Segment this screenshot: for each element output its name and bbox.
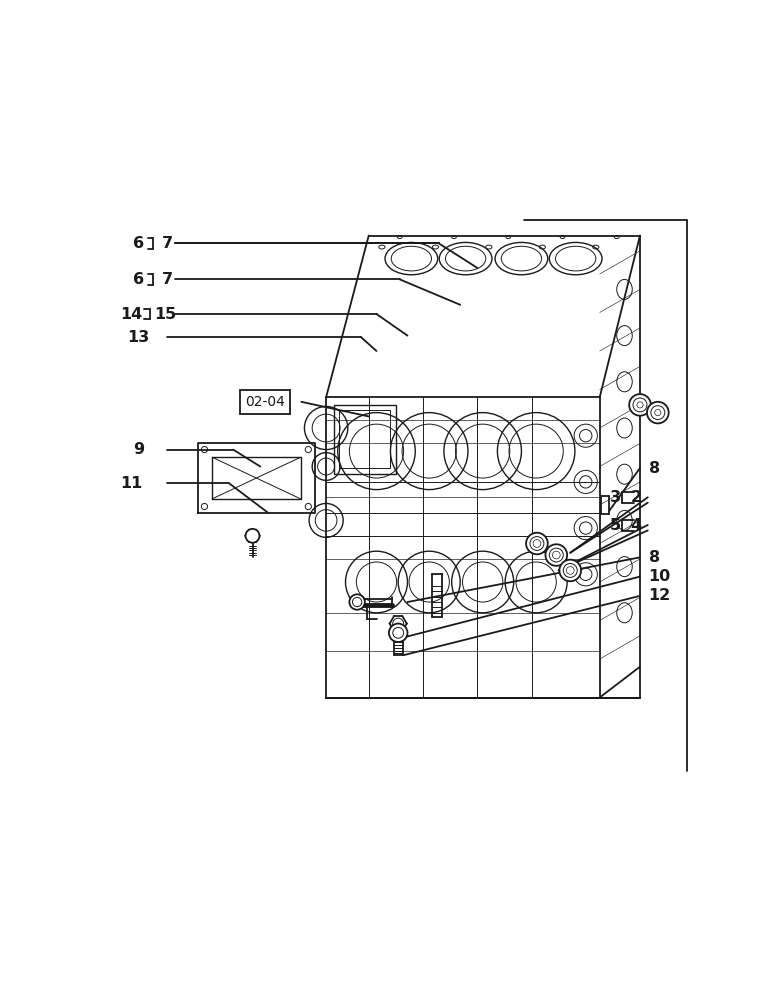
Text: 6: 6 — [133, 272, 144, 287]
Text: 9: 9 — [133, 442, 144, 457]
Circle shape — [389, 624, 407, 642]
Circle shape — [629, 394, 651, 416]
Bar — [334, 405, 396, 474]
Text: 12: 12 — [647, 588, 670, 603]
Text: 11: 11 — [119, 476, 142, 491]
Text: 4: 4 — [630, 518, 642, 533]
Text: 8: 8 — [649, 550, 661, 565]
Text: 15: 15 — [154, 307, 177, 322]
Text: 3: 3 — [610, 490, 621, 505]
Circle shape — [545, 544, 567, 566]
Bar — [339, 410, 391, 468]
Text: 2: 2 — [630, 490, 642, 505]
Circle shape — [559, 560, 581, 581]
Text: 10: 10 — [647, 569, 670, 584]
Text: 6: 6 — [133, 236, 144, 251]
Circle shape — [647, 402, 668, 423]
Text: 5: 5 — [610, 518, 621, 533]
Circle shape — [349, 594, 365, 610]
Text: 8: 8 — [649, 461, 661, 476]
Text: 02-04: 02-04 — [245, 395, 285, 409]
Text: 14: 14 — [119, 307, 142, 322]
Text: 7: 7 — [161, 272, 173, 287]
Circle shape — [526, 533, 548, 554]
Circle shape — [246, 529, 260, 543]
Text: 13: 13 — [127, 330, 150, 345]
Text: 7: 7 — [161, 236, 173, 251]
